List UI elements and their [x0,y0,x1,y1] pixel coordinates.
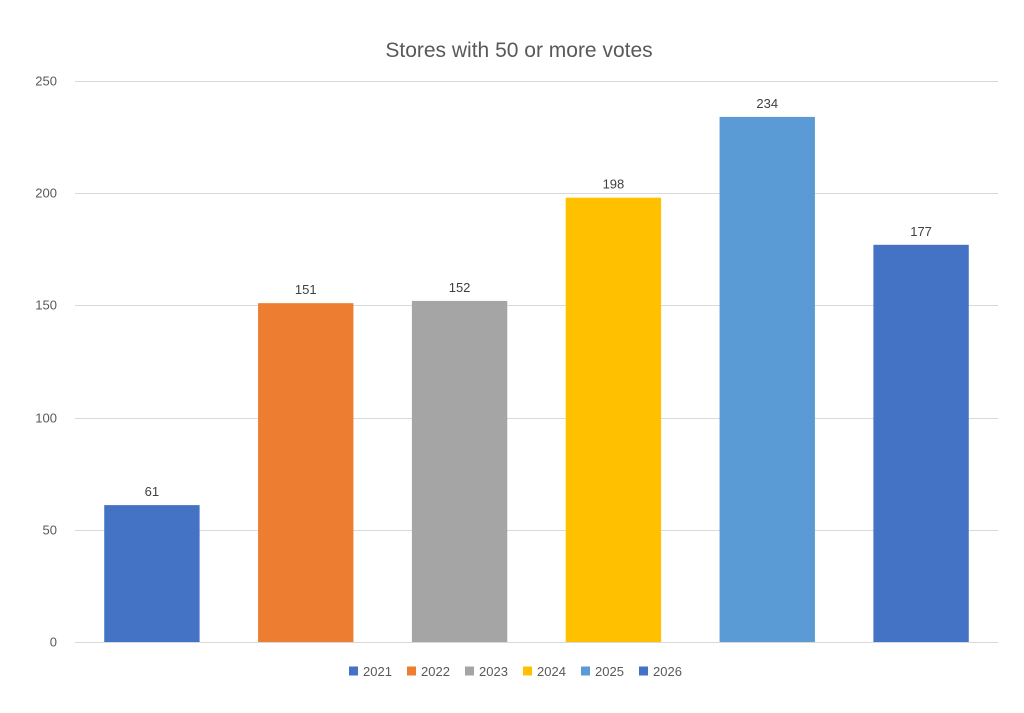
y-axis-ticks: 0 50 100 150 200 250 [35,74,57,650]
legend-label: 2021 [363,664,392,679]
data-labels: 61 151 152 198 234 177 [145,96,932,499]
legend-label: 2023 [479,664,508,679]
bar-2021 [104,505,200,642]
data-label-2022: 151 [295,282,317,297]
data-label-2024: 198 [603,177,625,192]
bars [104,116,969,643]
legend-item-2022: 2022 [407,664,450,679]
bar-2025 [719,116,815,643]
legend: 2021 2022 2023 2024 2025 2026 [349,664,682,679]
legend-swatch [465,666,474,676]
data-label-2025: 234 [756,96,778,111]
legend-swatch [407,666,416,676]
bar-2024 [565,197,662,643]
legend-item-2021: 2021 [349,664,392,679]
legend-label: 2022 [421,664,450,679]
data-label-2023: 152 [449,280,471,295]
legend-item-2024: 2024 [523,664,566,679]
legend-label: 2024 [537,664,566,679]
legend-label: 2025 [595,664,624,679]
legend-swatch [523,666,532,676]
y-tick-label: 150 [35,298,57,313]
bar-2022 [258,303,354,642]
bar-2026 [873,244,969,642]
y-tick-label: 250 [35,74,57,89]
legend-label: 2026 [653,664,682,679]
chart-title: Stores with 50 or more votes [385,39,652,62]
y-tick-label: 100 [35,411,57,426]
legend-swatch [581,666,590,676]
y-tick-label: 50 [43,523,57,538]
legend-swatch [349,666,358,676]
data-label-2026: 177 [910,224,932,239]
gridlines [75,81,998,643]
data-label-2021: 61 [145,484,159,499]
bar-2023 [411,300,508,642]
legend-item-2026: 2026 [639,664,682,679]
legend-item-2023: 2023 [465,664,508,679]
legend-item-2025: 2025 [581,664,624,679]
y-tick-label: 0 [50,635,57,650]
legend-swatch [639,666,648,676]
y-tick-label: 200 [35,186,57,201]
